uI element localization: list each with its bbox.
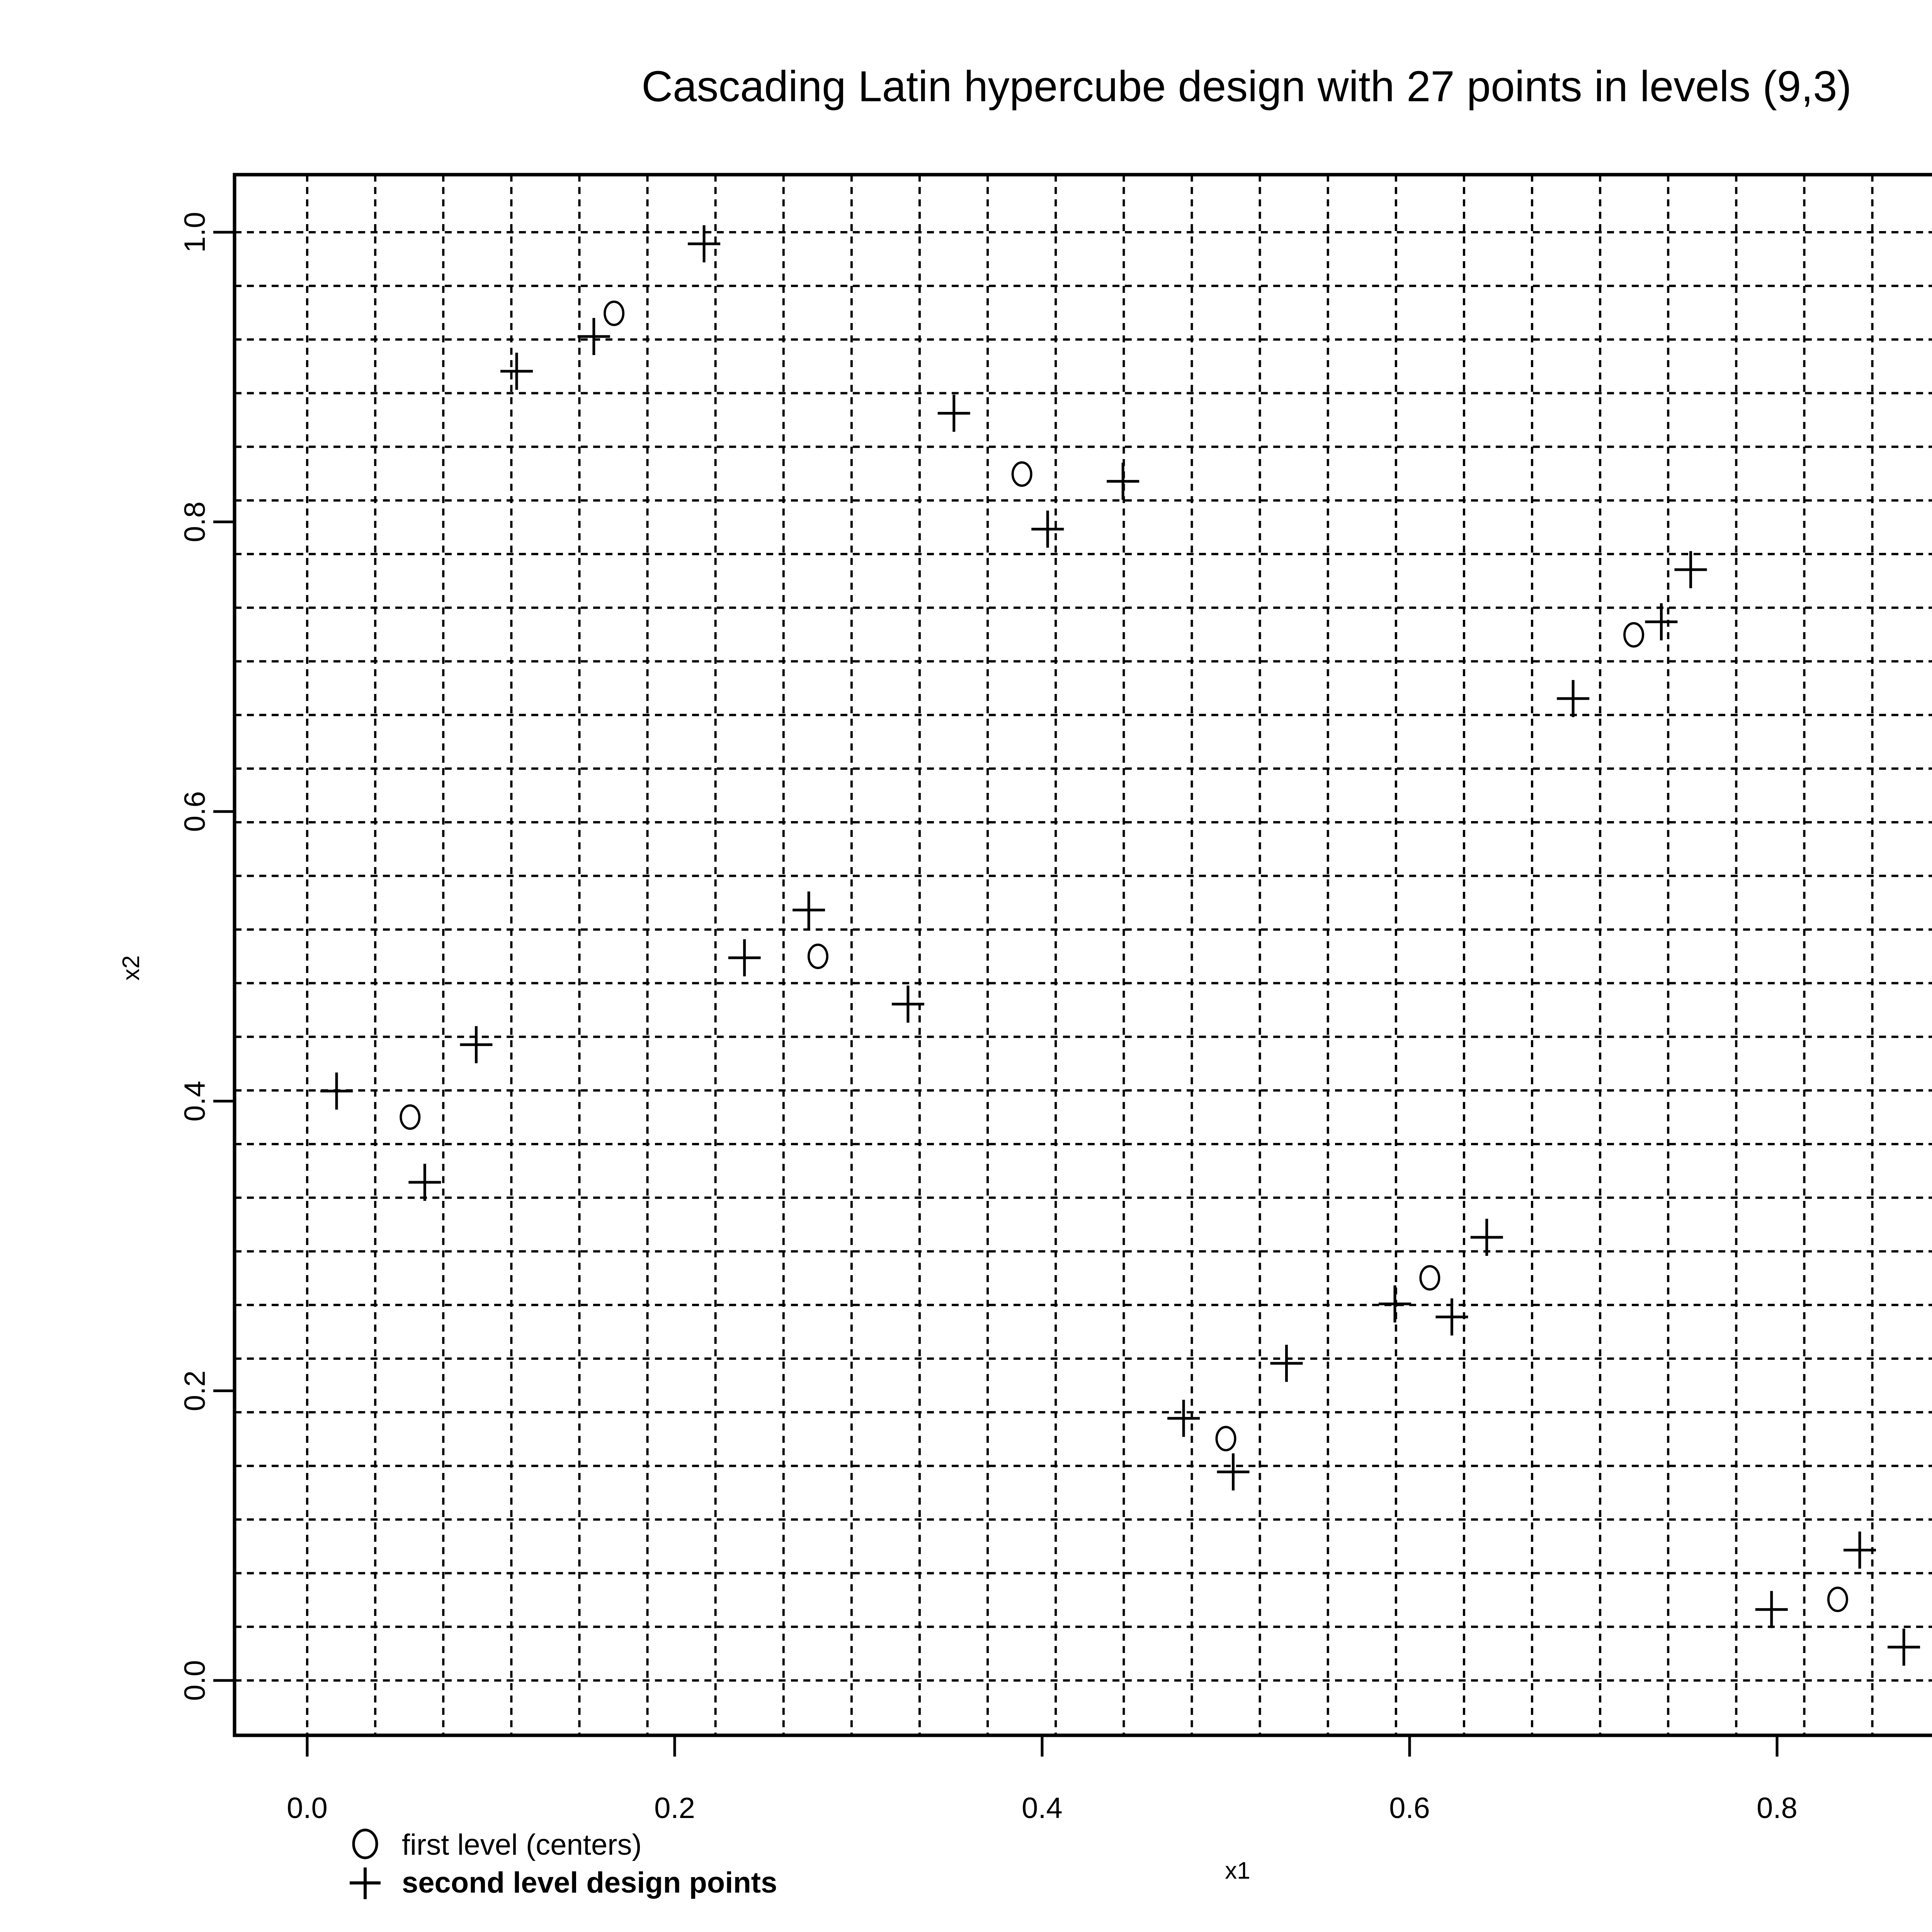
plus-marker-icon (1107, 463, 1139, 500)
axis-ticks (213, 231, 1779, 1757)
plus-marker-icon (1557, 680, 1590, 717)
legend-label-first-level: first level (centers) (402, 1828, 642, 1861)
y-axis-tick-labels: 0.0 0.2 0.4 0.6 0.8 1.0 (179, 212, 211, 1701)
plus-marker-icon (1167, 1400, 1200, 1437)
circle-marker-icon (604, 300, 625, 326)
x-tick-label: 0.2 (654, 1792, 695, 1825)
x-tick-label: 0.8 (1757, 1792, 1798, 1825)
data-points (320, 225, 1920, 1666)
circle-marker-icon (1827, 1587, 1848, 1612)
circle-marker-icon (1011, 461, 1032, 487)
circle-marker-icon (400, 1104, 421, 1130)
y-tick-label: 0.4 (179, 1081, 211, 1122)
x-tick-label: 0.6 (1389, 1792, 1430, 1825)
plus-marker-icon (891, 985, 924, 1023)
plus-marker-icon (577, 318, 610, 355)
plus-marker-icon (1270, 1345, 1303, 1382)
circle-marker-icon (807, 944, 828, 969)
circle-marker-icon (1215, 1426, 1236, 1452)
plus-marker-icon (937, 395, 970, 432)
plus-marker-icon (1888, 1628, 1920, 1666)
plus-marker-icon (1217, 1453, 1250, 1491)
y-axis-label: x2 (118, 955, 145, 980)
x-tick-label: 0.0 (287, 1792, 328, 1825)
chart-title: Cascading Latin hypercube design with 27… (641, 62, 1852, 111)
plus-marker-icon (688, 225, 721, 262)
legend-circle-icon (352, 1828, 378, 1859)
plus-marker-icon (728, 939, 761, 976)
y-tick-label: 0.8 (179, 502, 211, 543)
x-axis-tick-labels: 0.00.20.40.60.81.0 (287, 1792, 1798, 1825)
x-tick-label: 0.4 (1022, 1792, 1063, 1825)
plus-marker-icon (500, 352, 533, 390)
plus-marker-icon (1435, 1298, 1468, 1336)
plus-marker-icon (793, 891, 825, 929)
legend-plus-icon (350, 1867, 381, 1899)
y-tick-label: 0.6 (179, 791, 211, 832)
circle-marker-icon (1419, 1265, 1440, 1291)
circle-marker-icon (1623, 622, 1645, 648)
legend: first level (centers) second level desig… (350, 1828, 777, 1899)
legend-label-second-level: second level design points (402, 1866, 777, 1899)
plus-marker-icon (1755, 1591, 1788, 1628)
plus-marker-icon (460, 1026, 493, 1063)
plus-marker-icon (1031, 510, 1064, 548)
plus-marker-icon (1843, 1531, 1876, 1569)
plus-marker-icon (1645, 603, 1678, 641)
plot-grid (235, 175, 1932, 1735)
y-tick-label: 1.0 (179, 212, 211, 253)
plus-marker-icon (320, 1072, 353, 1110)
plot-frame (233, 173, 1932, 1737)
y-tick-label: 0.2 (179, 1371, 211, 1412)
x-axis-label: x1 (1225, 1857, 1250, 1884)
y-tick-label: 0.0 (179, 1660, 211, 1701)
plus-marker-icon (1674, 551, 1707, 588)
plus-marker-icon (1470, 1219, 1503, 1256)
plus-marker-icon (1378, 1285, 1411, 1323)
plus-marker-icon (408, 1163, 441, 1201)
